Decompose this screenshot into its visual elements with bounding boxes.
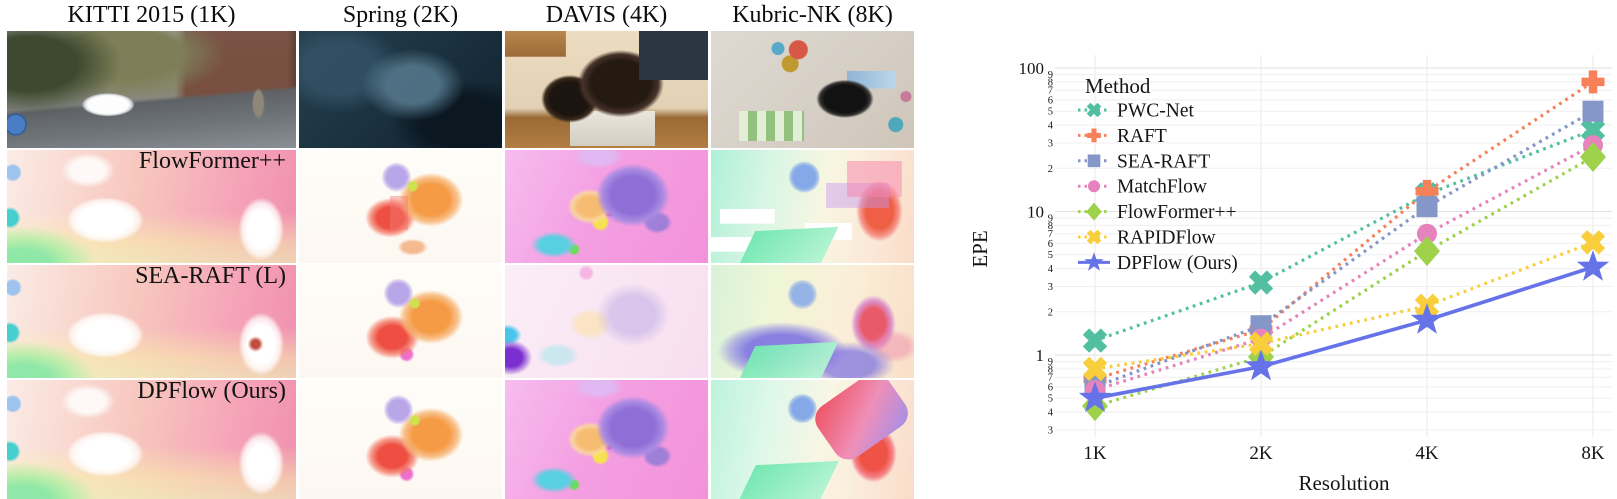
svg-text:7: 7 [1048,86,1053,97]
svg-text:RAFT: RAFT [1117,126,1167,147]
svg-text:1K: 1K [1083,443,1107,464]
davis-flow-dpflow [505,380,708,499]
spring-flow-flowformer [299,150,502,263]
row-label-flowformer: FlowFormer++ [138,150,286,174]
chart-legend: Method PWC-Net RAFT SEA-RAFT MatchFlow FlowFo… [1078,74,1238,274]
legend-title: Method [1085,74,1151,98]
svg-text:9: 9 [1048,70,1053,81]
svg-text:8: 8 [1048,364,1053,375]
x-axis-label: Resolution [1298,471,1390,495]
column-header-kubric: Kubric-NK (8K) [732,2,893,28]
column-header-davis: DAVIS (4K) [545,2,668,28]
kubric-flow-flowformer [711,150,914,263]
svg-text:PWC-Net: PWC-Net [1117,101,1194,122]
svg-text:9: 9 [1048,214,1053,225]
svg-text:SEA-RAFT: SEA-RAFT [1117,151,1210,172]
davis-input-photo [505,31,708,148]
kubric-flow-searaft [711,265,914,378]
flow-shape-pink-slab [808,380,914,466]
svg-text:RAPIDFlow: RAPIDFlow [1117,228,1216,249]
kubric-input-photo [711,31,914,148]
svg-text:7: 7 [1048,229,1053,240]
x-axis-ticks: 1K 2K 4K 8K [1083,443,1605,464]
svg-text:5: 5 [1048,394,1053,405]
grid [1055,55,1612,437]
legend-item-SEA-RAFT: SEA-RAFT [1078,151,1210,172]
legend-item-RAFT: RAFT [1078,126,1167,147]
kitti-flow-flowformer: FlowFormer++ [7,150,296,263]
spring-flow-dpflow [299,380,502,499]
row-label-searaft: SEA-RAFT (L) [135,265,286,289]
svg-text:3: 3 [1048,282,1053,293]
svg-text:2: 2 [1048,307,1053,318]
svg-text:8: 8 [1048,221,1053,232]
flow-shape-green-slab [734,341,839,378]
svg-text:6: 6 [1048,382,1053,393]
legend-item-MatchFlow: MatchFlow [1078,177,1207,198]
legend-item-DPFlow (Ours): DPFlow (Ours) [1078,252,1238,274]
y-axis-label: EPE [968,230,992,267]
flow-shape-green-slab [734,226,839,263]
column-header-kitti: KITTI 2015 (1K) [67,2,236,28]
svg-text:8: 8 [1048,77,1053,88]
svg-text:7: 7 [1048,373,1053,384]
svg-text:2: 2 [1048,164,1053,175]
epe-vs-resolution-chart: 1 10 100 3 4 5 6 7 8 9 2 3 4 5 6 7 8 9 2 3 4 5 6 7 8 9 EPE 1K 2K 4K 8K… [960,0,1617,499]
svg-text:4: 4 [1048,121,1054,132]
davis-flow-flowformer [505,150,708,263]
svg-text:4: 4 [1048,408,1054,419]
svg-text:5: 5 [1048,250,1053,261]
svg-text:10: 10 [1027,203,1044,222]
svg-text:FlowFormer++: FlowFormer++ [1117,202,1237,223]
kitti-flow-dpflow: DPFlow (Ours) [7,380,296,499]
spring-input-photo [299,31,502,148]
svg-text:9: 9 [1048,357,1053,368]
svg-text:1: 1 [1036,346,1045,365]
qualitative-comparison-panel: KITTI 2015 (1K) Spring (2K) DAVIS (4K) K… [7,2,914,499]
svg-text:8K: 8K [1581,443,1605,464]
svg-text:5: 5 [1048,107,1053,118]
series-RAPIDFlow [1082,230,1606,382]
kitti-flow-searaft: SEA-RAFT (L) [7,265,296,378]
davis-flow-searaft [505,265,708,378]
svg-text:2K: 2K [1249,443,1273,464]
svg-text:3: 3 [1048,426,1053,437]
kitti-input-photo [7,31,296,148]
column-header-spring: Spring (2K) [342,2,459,28]
svg-text:4K: 4K [1415,443,1439,464]
spring-flow-searaft [299,265,502,378]
svg-text:MatchFlow: MatchFlow [1117,177,1207,198]
flow-shape-green-slab [733,461,839,499]
svg-text:4: 4 [1048,264,1054,275]
svg-text:DPFlow (Ours): DPFlow (Ours) [1117,253,1238,274]
legend-item-PWC-Net: PWC-Net [1078,101,1194,122]
legend-item-FlowFormer++: FlowFormer++ [1078,202,1237,223]
series-DPFlow (Ours) [1078,250,1610,412]
row-label-dpflow: DPFlow (Ours) [137,380,286,404]
kubric-flow-dpflow [711,380,914,499]
svg-text:100: 100 [1019,59,1045,78]
svg-text:6: 6 [1048,239,1053,250]
legend-item-RAPIDFlow: RAPIDFlow [1078,228,1216,249]
svg-text:3: 3 [1048,139,1053,150]
svg-text:6: 6 [1048,95,1053,106]
